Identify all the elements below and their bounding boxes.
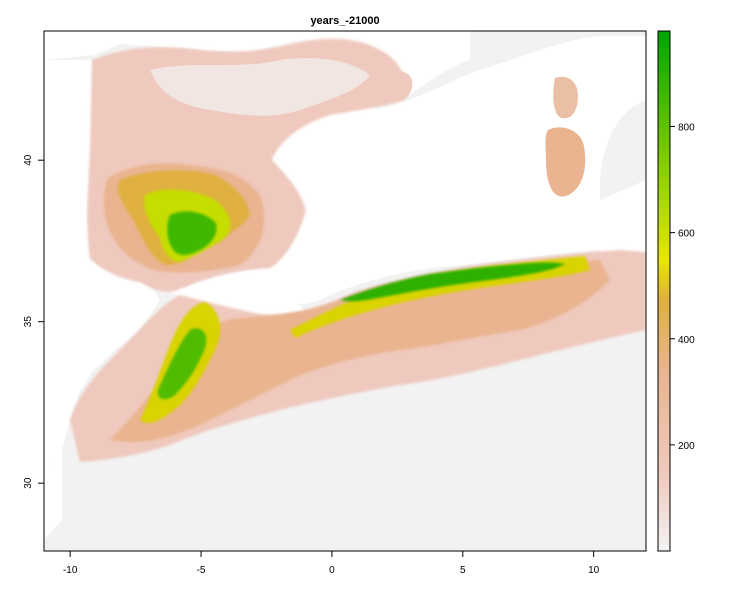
- sea-mediterranean: [180, 36, 646, 305]
- sea-atlantic: [44, 60, 160, 470]
- x-tick-label: -10: [63, 565, 78, 576]
- y-tick-label: 35: [23, 316, 34, 328]
- island-sardinia: [545, 127, 586, 197]
- x-tick-label: 10: [588, 565, 600, 576]
- plot-title: years_-21000: [310, 15, 379, 27]
- sea-south-atlantic: [44, 450, 62, 540]
- legend: 200 400 600 800: [657, 30, 695, 552]
- sea-alboran: [165, 287, 304, 318]
- north-africa: [70, 250, 646, 462]
- rif-core: [157, 328, 207, 400]
- sea-tyrrhenian: [600, 180, 646, 262]
- legend-colorbar: [658, 31, 670, 551]
- map-panel: [44, 31, 646, 551]
- island-corsica: [553, 76, 578, 119]
- iberia-meseta: [150, 58, 370, 116]
- iberia: [87, 38, 407, 292]
- x-axis: -10 -5 0 5 10: [63, 551, 600, 576]
- y-tick-label: 40: [23, 154, 34, 166]
- atlas-belt: [110, 260, 610, 443]
- legend-ticks: 200 400 600 800: [670, 123, 695, 452]
- sea-biscay: [44, 31, 300, 60]
- legend-tick-label: 600: [678, 229, 695, 240]
- x-tick-label: -5: [197, 565, 206, 576]
- y-tick-label: 30: [23, 477, 34, 489]
- y-axis: 30 35 40: [23, 154, 44, 489]
- x-tick-label: 5: [460, 565, 466, 576]
- tell-atlas-core: [340, 262, 565, 302]
- legend-tick-label: 200: [678, 441, 695, 452]
- legend-tick-label: 800: [678, 123, 695, 134]
- panel-frame: [43, 30, 647, 552]
- x-tick-label: 0: [329, 565, 335, 576]
- legend-frame: [657, 30, 671, 552]
- legend-tick-label: 400: [678, 335, 695, 346]
- betic-core: [167, 211, 217, 255]
